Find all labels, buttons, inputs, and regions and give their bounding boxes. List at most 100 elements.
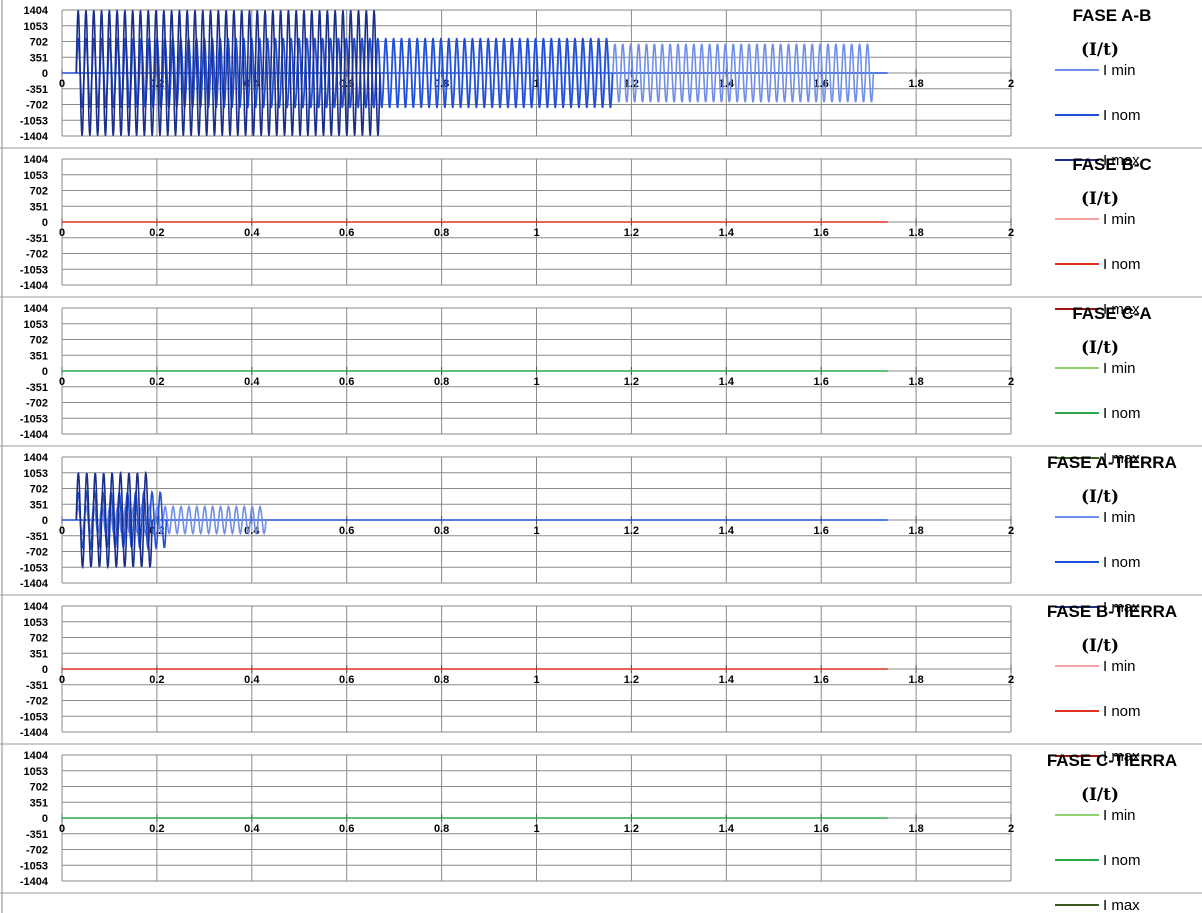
x-tick-label: 1.4 — [719, 227, 735, 239]
legend-label-i-max: I max — [1103, 152, 1140, 169]
legend-label-i-min: I min — [1103, 62, 1136, 79]
x-tick-label: 1.2 — [624, 525, 639, 537]
x-tick-label: 1.8 — [908, 227, 923, 239]
legend-label-i-nom: I nom — [1103, 852, 1141, 869]
legend-label-i-min: I min — [1103, 807, 1136, 824]
x-tick-label: 1.2 — [624, 674, 639, 686]
y-tick-label: 702 — [30, 633, 48, 645]
x-tick-label: 2 — [1008, 823, 1014, 835]
y-tick-label: 1404 — [24, 154, 49, 166]
y-tick-label: -351 — [26, 829, 48, 841]
panel-unit: (I/t) — [1081, 40, 1119, 60]
series-line-i-nom — [75, 489, 168, 551]
legend-label-i-nom: I nom — [1103, 703, 1141, 720]
y-tick-label: 0 — [42, 515, 48, 527]
y-tick-label: -702 — [26, 696, 48, 708]
x-tick-label: 0.8 — [434, 376, 449, 388]
chart-panel-fase-b-c: 1404 1053 702 351 0 -351 -702 -1053 -1404 0 0.2 0.4… — [0, 154, 1202, 318]
x-tick-label: 1 — [533, 376, 539, 388]
series-line-i-max — [75, 470, 153, 570]
x-tick-label: 1 — [533, 674, 539, 686]
chart-panel-fase-b-tierra: 1404 1053 702 351 0 -351 -702 -1053 -1404 0 0.2 0.4… — [0, 601, 1202, 765]
x-tick-label: 0 — [59, 227, 65, 239]
x-tick-label: 1.6 — [814, 674, 829, 686]
panel-title: FASE B-C — [1072, 155, 1151, 174]
chart-panel-fase-c-a: 1404 1053 702 351 0 -351 -702 -1053 -1404 0 0.2 0.4… — [0, 303, 1202, 467]
x-tick-label: 1.8 — [908, 674, 923, 686]
y-tick-label: -351 — [26, 233, 48, 245]
y-tick-label: 351 — [30, 201, 48, 213]
y-tick-label: -702 — [26, 845, 48, 857]
x-tick-label: 1.4 — [719, 376, 735, 388]
y-tick-label: -702 — [26, 249, 48, 261]
y-tick-label: -351 — [26, 84, 48, 96]
x-tick-label: 0 — [59, 78, 65, 90]
y-tick-label: -351 — [26, 382, 48, 394]
x-tick-label: 1.6 — [814, 823, 829, 835]
x-tick-label: 0 — [59, 674, 65, 686]
x-tick-label: 1.6 — [814, 227, 829, 239]
legend-label-i-nom: I nom — [1103, 107, 1141, 124]
y-tick-label: -1404 — [20, 727, 49, 739]
x-tick-label: 0 — [59, 525, 65, 537]
y-tick-label: 1404 — [24, 601, 49, 613]
legend-label-i-max: I max — [1103, 599, 1140, 616]
x-tick-label: 0.6 — [339, 227, 354, 239]
y-tick-label: -1053 — [20, 115, 48, 127]
x-tick-label: 0.8 — [434, 525, 449, 537]
y-tick-label: 702 — [30, 37, 48, 49]
x-tick-label: 0.2 — [149, 376, 164, 388]
y-tick-label: -1053 — [20, 711, 48, 723]
x-tick-label: 0.4 — [244, 376, 260, 388]
panel-unit: (I/t) — [1081, 785, 1119, 805]
x-tick-label: 1.6 — [814, 525, 829, 537]
y-tick-label: 351 — [30, 797, 48, 809]
y-tick-label: 1404 — [24, 5, 49, 17]
legend-label-i-max: I max — [1103, 897, 1140, 913]
x-tick-label: 1.2 — [624, 227, 639, 239]
y-tick-label: 1053 — [24, 766, 48, 778]
panel-title: FASE A-TIERRA — [1047, 453, 1177, 472]
y-tick-label: -1404 — [20, 876, 49, 888]
y-tick-label: 0 — [42, 813, 48, 825]
y-tick-label: -702 — [26, 547, 48, 559]
x-tick-label: 2 — [1008, 376, 1014, 388]
panel-unit: (I/t) — [1081, 487, 1119, 507]
legend-label-i-nom: I nom — [1103, 256, 1141, 273]
y-tick-label: -351 — [26, 531, 48, 543]
x-tick-label: 1.4 — [719, 78, 735, 90]
x-tick-label: 0.4 — [244, 227, 260, 239]
x-tick-label: 1.4 — [719, 823, 735, 835]
x-tick-label: 1 — [533, 525, 539, 537]
y-tick-label: 0 — [42, 217, 48, 229]
x-tick-label: 1.4 — [719, 525, 735, 537]
y-tick-label: -1404 — [20, 429, 49, 441]
legend-label-i-nom: I nom — [1103, 405, 1141, 422]
x-tick-label: 0.8 — [434, 674, 449, 686]
x-tick-label: 0.4 — [244, 823, 260, 835]
x-tick-label: 1 — [533, 78, 539, 90]
x-tick-label: 1.2 — [624, 376, 639, 388]
y-tick-label: 702 — [30, 186, 48, 198]
legend-label-i-min: I min — [1103, 360, 1136, 377]
series-line-i-max — [75, 10, 381, 136]
y-tick-label: 1053 — [24, 170, 48, 182]
legend-label-i-max: I max — [1103, 748, 1140, 765]
y-tick-label: 1404 — [24, 750, 49, 762]
panel-unit: (I/t) — [1081, 189, 1119, 209]
legend-label-i-min: I min — [1103, 211, 1136, 228]
series-line-i-min — [75, 504, 267, 536]
y-tick-label: 1053 — [24, 21, 48, 33]
legend-label-i-min: I min — [1103, 658, 1136, 675]
x-tick-label: 1.8 — [908, 78, 923, 90]
panel-title: FASE C-TIERRA — [1047, 751, 1177, 770]
x-tick-label: 1.8 — [908, 376, 923, 388]
x-tick-label: 1 — [533, 227, 539, 239]
x-tick-label: 0 — [59, 376, 65, 388]
x-tick-label: 0 — [59, 823, 65, 835]
y-tick-label: -1053 — [20, 562, 48, 574]
x-tick-label: 1.2 — [624, 823, 639, 835]
x-tick-label: 0.6 — [339, 823, 354, 835]
y-tick-label: -1053 — [20, 860, 48, 872]
